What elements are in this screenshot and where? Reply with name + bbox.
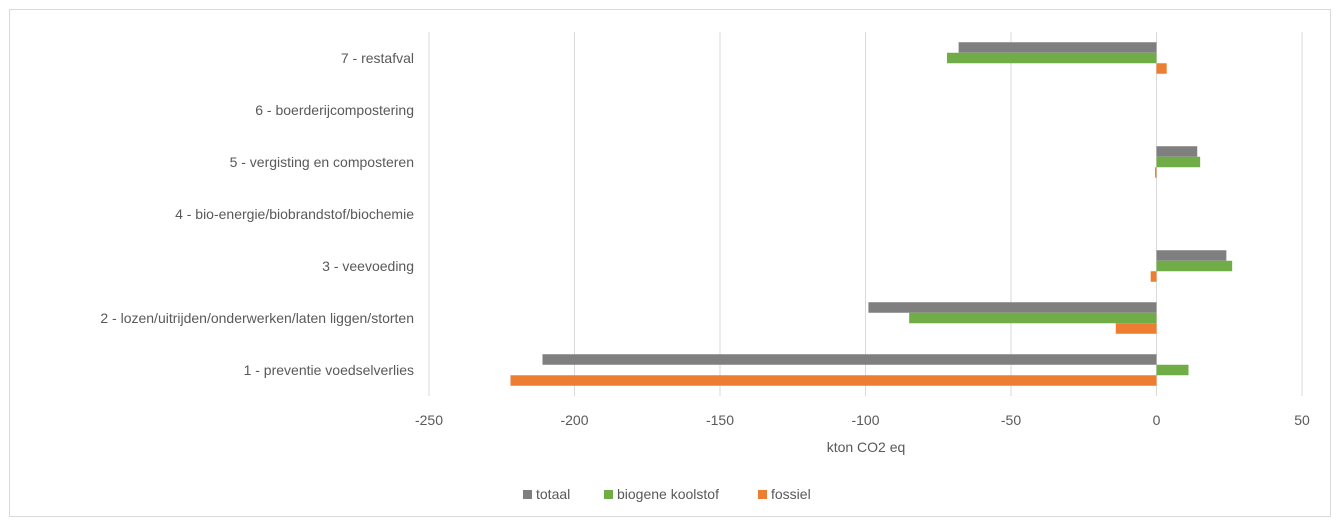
bar-fossiel (1156, 63, 1167, 74)
category-label: 3 - veevoeding (322, 258, 414, 274)
bars (510, 42, 1233, 386)
category-label: 5 - vergisting en composteren (230, 154, 414, 170)
bar-totaal (958, 42, 1157, 53)
bar-fossiel (1115, 323, 1157, 334)
bar-biogene-koolstof (1156, 364, 1189, 376)
x-tick-label: -100 (851, 412, 879, 428)
bar-biogene-koolstof (946, 52, 1157, 64)
x-tick-label: -250 (415, 412, 443, 428)
category-label: 2 - lozen/uitrijden/onderwerken/laten li… (100, 310, 414, 326)
legend-swatch (523, 490, 532, 499)
x-tick-label: -200 (560, 412, 588, 428)
bar-totaal (1156, 250, 1227, 261)
x-tick-label: 50 (1294, 412, 1310, 428)
category-label: 6 - boerderijcompostering (255, 102, 414, 118)
bar-biogene-koolstof (909, 312, 1157, 324)
x-tick-label: -50 (1001, 412, 1021, 428)
bar-fossiel (510, 375, 1157, 386)
legend-label: biogene koolstof (617, 486, 719, 502)
x-tick-label: 0 (1153, 412, 1161, 428)
chart-frame (9, 9, 1331, 517)
bar-totaal (1156, 146, 1198, 157)
bar-biogene-koolstof (1156, 260, 1233, 272)
category-label: 7 - restafval (341, 50, 414, 66)
x-tick-label: -150 (706, 412, 734, 428)
category-labels: 7 - restafval 6 - boerderijcompostering 5 … (100, 50, 414, 378)
x-axis-title: kton CO2 eq (827, 439, 906, 455)
gridlines (428, 32, 1303, 396)
legend-label: fossiel (771, 486, 811, 502)
legend-swatch (758, 490, 767, 499)
bar-totaal (868, 302, 1157, 313)
x-tick-labels: -250 -200 -150 -100 -50 0 50 (415, 412, 1310, 428)
bar-biogene-koolstof (1156, 156, 1201, 168)
bar-totaal (542, 354, 1157, 365)
legend: totaal biogene koolstof fossiel (523, 486, 811, 502)
bar-fossiel (1155, 167, 1157, 178)
bar-fossiel (1150, 271, 1157, 282)
legend-swatch (604, 490, 613, 499)
category-label: 1 - preventie voedselverlies (244, 362, 414, 378)
legend-label: totaal (536, 486, 570, 502)
category-label: 4 - bio-energie/biobrandstof/biochemie (175, 206, 414, 222)
